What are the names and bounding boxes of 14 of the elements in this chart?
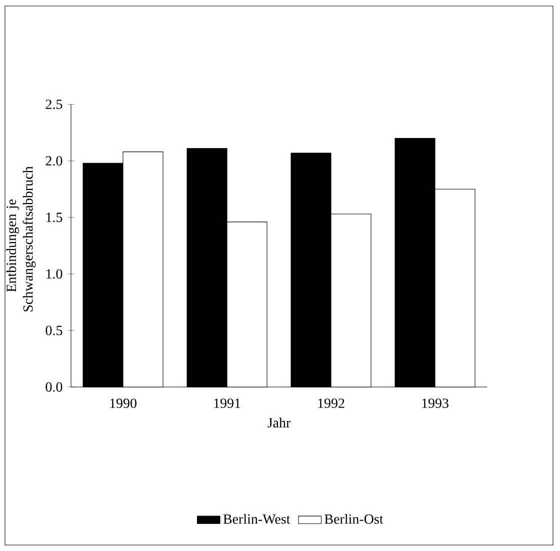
y-tick-label: 2.5	[46, 100, 62, 110]
x-axis-title: Jahr	[268, 418, 291, 428]
y-tick-label: 1.5	[46, 212, 62, 222]
y-tick-label: 2.0	[46, 156, 62, 166]
x-tick-label: 1993	[422, 398, 448, 408]
y-tick-label: 0.0	[46, 382, 62, 392]
y-tick-label: 0.5	[46, 326, 62, 336]
y-axis-title: Entbindungen je Schwangerschaftsabbruch	[6, 166, 36, 312]
y-tick-label: 1.0	[46, 269, 62, 279]
x-tick-label: 1990	[110, 398, 136, 408]
legend-label: Berlin-Ost	[324, 514, 384, 524]
legend-label: Berlin-West	[223, 514, 290, 524]
x-tick-label: 1992	[318, 398, 344, 408]
x-tick-label: 1991	[214, 398, 240, 408]
